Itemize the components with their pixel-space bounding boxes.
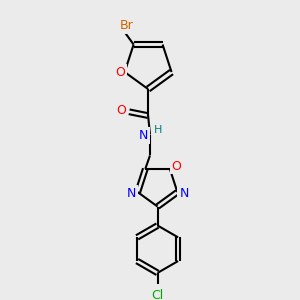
Text: Br: Br	[119, 19, 133, 32]
Text: O: O	[172, 160, 182, 172]
Text: O: O	[115, 65, 125, 79]
Text: N: N	[139, 129, 148, 142]
Text: N: N	[179, 187, 189, 200]
Text: O: O	[117, 104, 127, 117]
Text: H: H	[153, 125, 162, 135]
Text: Cl: Cl	[152, 289, 164, 300]
Text: N: N	[126, 187, 136, 200]
